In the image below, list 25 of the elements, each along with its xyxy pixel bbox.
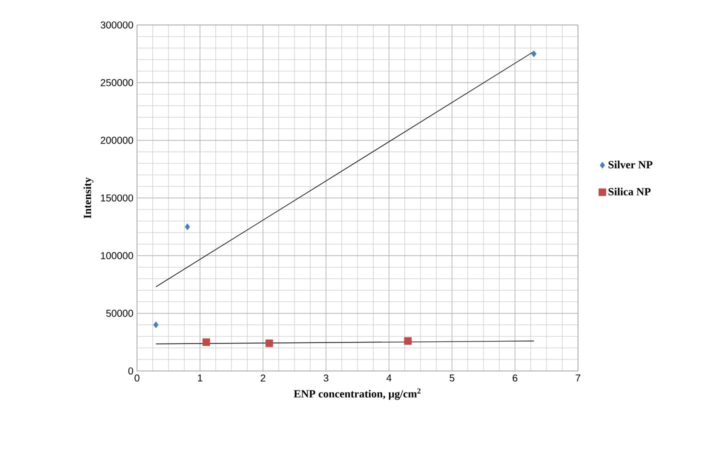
x-tick-label: 1	[198, 374, 202, 382]
y-tick-label: 250000	[100, 79, 134, 86]
x-tick-label: 2	[260, 374, 266, 382]
x-tick-label: 7	[576, 374, 580, 382]
y-tick-label: 150000	[101, 194, 134, 202]
point	[184, 223, 190, 230]
legend-label: Silver NP	[608, 160, 652, 168]
y-tick-label: 200000	[100, 136, 134, 144]
y-tick-label: 300000	[100, 21, 134, 29]
y-tick-label: 100000	[101, 252, 134, 260]
x-tick-label: 0	[134, 374, 140, 382]
x-tick-label: 4	[386, 374, 392, 382]
x-axis-title: ENP concentration, μg/cm$^{2}$	[294, 388, 421, 400]
x-tick-label: 3	[324, 374, 328, 382]
point	[153, 321, 158, 328]
legend-label: Silica NP	[608, 188, 651, 196]
point	[531, 50, 536, 58]
y-tick-label: 0	[128, 367, 134, 375]
point	[202, 338, 210, 346]
point	[266, 340, 274, 348]
y-tick-label: 50000	[106, 310, 134, 317]
x-tick-label: 6	[512, 374, 518, 382]
point	[404, 337, 412, 345]
y-axis-title: Intensity	[83, 177, 94, 218]
x-tick-label: 5	[450, 374, 454, 382]
